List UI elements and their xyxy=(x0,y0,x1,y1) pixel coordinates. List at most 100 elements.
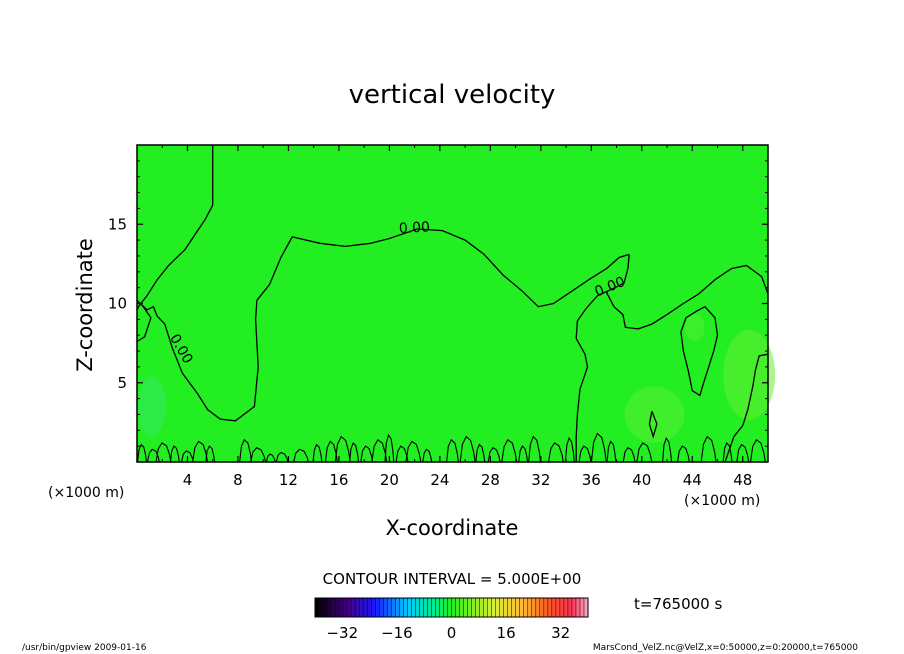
colorbar-cell xyxy=(359,598,364,617)
x-tick-label: 12 xyxy=(279,471,298,489)
colorbar-cell xyxy=(319,598,324,617)
colorbar-cell xyxy=(363,598,368,617)
colorbar-cell xyxy=(551,598,557,617)
surface-contour xyxy=(275,451,289,463)
x-tick-label: 8 xyxy=(233,471,243,489)
colorbar-cell xyxy=(339,598,344,617)
x-tick-label: 20 xyxy=(380,471,399,489)
surface-contour xyxy=(459,435,476,463)
colorbar-cell xyxy=(443,598,448,617)
y-tick-label: 10 xyxy=(108,295,127,313)
field-patch-warm xyxy=(723,329,776,420)
y-axis-ticks: 5 10 15 xyxy=(108,160,768,447)
x-tick-label: 32 xyxy=(531,471,550,489)
colorbar-cell xyxy=(419,598,424,617)
colorbar-cell xyxy=(431,598,436,617)
colorbar-cell xyxy=(391,598,396,617)
colorbar-cell xyxy=(327,598,332,617)
x-tick-label: 40 xyxy=(632,471,651,489)
colorbar-cell xyxy=(455,598,460,617)
surface-contour xyxy=(155,442,172,463)
zero-contour-line xyxy=(680,305,719,397)
surface-contour xyxy=(293,448,310,463)
colorbar-cell xyxy=(395,598,400,617)
surface-contour xyxy=(169,445,180,463)
field-patches xyxy=(138,313,776,443)
colorbar-cell xyxy=(547,598,553,617)
colorbar-tick-label: −32 xyxy=(326,624,358,642)
colorbar-cell xyxy=(515,598,521,617)
x-tick-label: 4 xyxy=(183,471,193,489)
colorbar-cell xyxy=(399,598,404,617)
x-axis-label: X-coordinate xyxy=(386,516,519,540)
colorbar-cell xyxy=(463,598,468,617)
x-tick-label: 44 xyxy=(683,471,702,489)
x-tick-label: 16 xyxy=(329,471,348,489)
colorbar-cell xyxy=(511,598,517,617)
surface-contour xyxy=(146,448,160,463)
zero-contour-line xyxy=(724,353,769,463)
zero-contour-line xyxy=(136,299,152,343)
colorbar-cell xyxy=(543,598,549,617)
colorbar-cell xyxy=(567,598,573,617)
colorbar-cell xyxy=(487,598,492,617)
surface-contour xyxy=(736,443,750,463)
colorbar-cell xyxy=(491,598,496,617)
zero-contour-line xyxy=(575,254,630,462)
surface-contour xyxy=(360,445,374,463)
surface-contour xyxy=(622,446,636,463)
zero-contour-line xyxy=(605,264,769,330)
colorbar-cell xyxy=(503,598,508,617)
surface-contour xyxy=(722,441,733,463)
surface-contour xyxy=(487,446,501,463)
colorbar-frame xyxy=(314,597,589,618)
colorbar xyxy=(314,597,589,618)
colorbar-cell xyxy=(403,598,408,617)
surface-contour xyxy=(349,441,360,463)
colorbar-cell xyxy=(355,598,360,617)
field-patch-cool xyxy=(138,376,167,437)
colorbar-cell xyxy=(499,598,504,617)
chart-title: vertical velocity xyxy=(349,80,556,110)
surface-contour xyxy=(446,438,459,463)
colorbar-cell xyxy=(571,598,577,617)
time-label: t=765000 s xyxy=(634,595,722,613)
x-unit-label-left: (×1000 m) xyxy=(48,485,124,501)
colorbar-cell xyxy=(371,598,376,617)
surface-contour xyxy=(749,438,766,463)
y-tick-label: 5 xyxy=(117,374,127,392)
field-patch-warm xyxy=(624,386,685,443)
footer-data-source: MarsCond_VelZ.nc@VelZ,x=0:50000,z=0:2000… xyxy=(593,643,858,653)
surface-contour xyxy=(422,448,433,463)
surface-contour xyxy=(636,442,653,463)
surface-contour xyxy=(137,443,148,463)
surface-contour xyxy=(700,435,717,463)
surface-contour xyxy=(312,443,323,463)
surface-contour xyxy=(180,450,194,463)
zero-contour-line xyxy=(648,411,658,439)
surface-contour xyxy=(405,440,422,463)
colorbar-cell xyxy=(531,598,537,617)
colorbar-cell xyxy=(335,598,340,617)
colorbar-cell xyxy=(411,598,416,617)
surface-contour xyxy=(662,436,673,463)
x-tick-label: 28 xyxy=(481,471,500,489)
surface-contour xyxy=(239,438,253,463)
colorbar-cell xyxy=(579,598,585,617)
colorbar-cell xyxy=(583,598,589,617)
colorbar-cell xyxy=(519,598,525,617)
colorbar-cell xyxy=(427,598,432,617)
colorbar-ticks: −32 −16 0 16 32 xyxy=(326,624,570,642)
colorbar-cell xyxy=(379,598,384,617)
plot-area: 0.000.000.00 xyxy=(136,144,776,463)
y-axis-label: Z-coordinate xyxy=(73,238,97,372)
colorbar-cell xyxy=(415,598,420,617)
x-axis-ticks: 4 8 12 16 20 24 28 32 36 40 44 48 xyxy=(161,145,752,489)
surface-contour xyxy=(501,438,518,463)
surface-contour xyxy=(475,443,486,463)
colorbar-cell xyxy=(367,598,372,617)
colorbar-cell xyxy=(351,598,356,617)
colorbar-tick-label: −16 xyxy=(381,624,413,642)
contour-interval-label: CONTOUR INTERVAL = 5.000E+00 xyxy=(323,570,582,588)
